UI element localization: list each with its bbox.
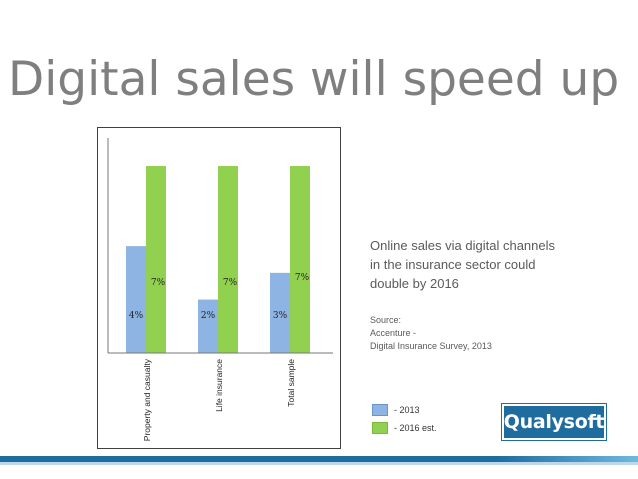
data-label: 7% [151, 278, 166, 288]
legend-item-2016: - 2016 est. [372, 419, 492, 437]
legend-label-2013: - 2013 [394, 405, 420, 415]
data-label: 7% [223, 278, 238, 288]
bar-2013-0 [126, 246, 146, 353]
source-note: Source: Accenture - Digital Insurance Su… [370, 314, 610, 353]
legend-label-2016: - 2016 est. [394, 423, 437, 433]
legend-item-2013: - 2013 [372, 401, 492, 419]
footer-band [0, 456, 638, 462]
category-tick-label: Life insurance [214, 359, 224, 412]
qualysoft-logo: Qualysoft [502, 404, 606, 440]
bar-2016-1 [218, 166, 238, 353]
bar-chart: 4% 7% 2% 7% 3% 7% Property and casualty Life in… [107, 138, 333, 441]
data-label: 4% [129, 311, 144, 321]
bar-2016-0 [146, 166, 166, 353]
bar-2016-2 [290, 166, 310, 353]
source-line: Accenture - [370, 328, 417, 338]
category-tick-label: Property and casualty [142, 358, 152, 441]
chart-frame: 4% 7% 2% 7% 3% 7% Property and casualty Life in… [97, 127, 341, 449]
source-line: Source: [370, 315, 402, 325]
chart-legend: - 2013 - 2016 est. [372, 401, 492, 437]
source-line: Digital Insurance Survey, 2013 [370, 341, 492, 351]
description-line: double by 2016 [370, 276, 459, 291]
footer-stripe [0, 462, 638, 465]
chart-description: Online sales via digital channels in the… [370, 236, 610, 293]
data-label: 7% [295, 273, 310, 283]
slide-title: Digital sales will speed up [8, 52, 620, 107]
description-line: Online sales via digital channels [370, 238, 555, 253]
bar-2013-2 [270, 272, 290, 353]
data-label: 3% [273, 311, 288, 321]
legend-swatch-2013 [372, 404, 388, 416]
legend-swatch-2016 [372, 422, 388, 434]
description-line: in the insurance sector could [370, 257, 536, 272]
data-label: 2% [201, 311, 216, 321]
category-tick-label: Total sample [286, 359, 296, 407]
bar-2013-1 [198, 299, 218, 353]
